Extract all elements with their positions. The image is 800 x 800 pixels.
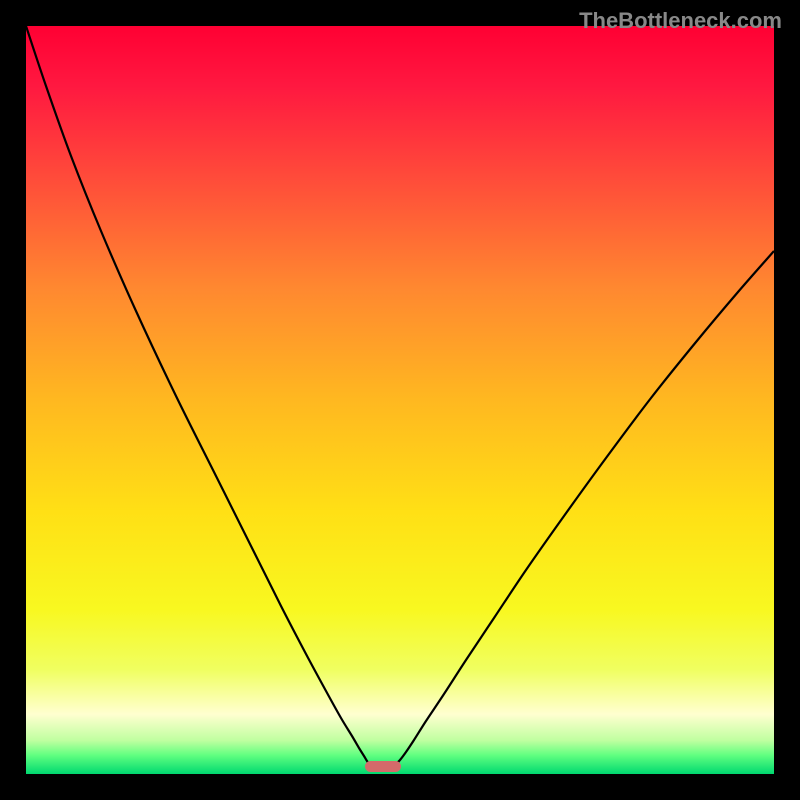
curve-left bbox=[26, 26, 369, 764]
curve-right bbox=[396, 251, 774, 764]
chart-container bbox=[26, 26, 774, 774]
optimal-marker bbox=[365, 761, 401, 772]
watermark-text: TheBottleneck.com bbox=[579, 8, 782, 34]
bottleneck-curve bbox=[26, 26, 774, 774]
